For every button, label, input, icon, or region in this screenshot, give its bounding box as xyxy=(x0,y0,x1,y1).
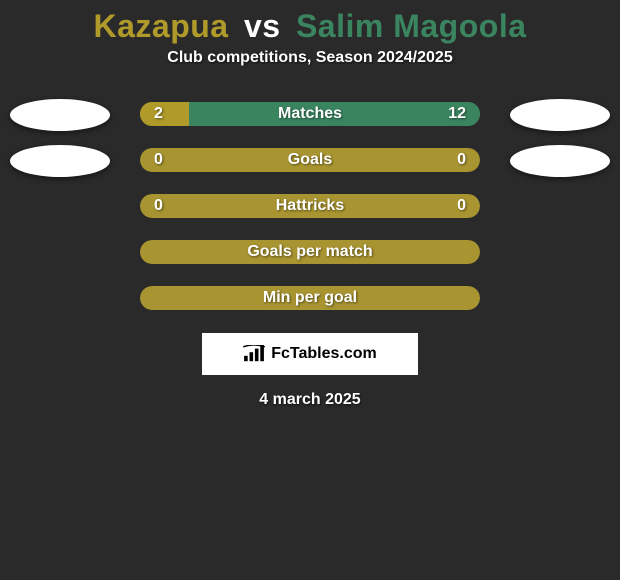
stat-bar: Min per goal xyxy=(140,286,480,310)
stat-label: Hattricks xyxy=(140,194,480,218)
bar-chart-icon xyxy=(243,345,265,363)
subtitle: Club competitions, Season 2024/2025 xyxy=(0,49,620,91)
player-right-avatar xyxy=(510,99,610,131)
player-left-avatar xyxy=(10,145,110,177)
stat-row: 00Goals xyxy=(0,137,620,183)
stats-area: 212Matches 00Goals 00Hattricks Goals per ma… xyxy=(0,91,620,321)
vs-separator: vs xyxy=(244,8,281,44)
player-left-avatar xyxy=(10,99,110,131)
comparison-card: Kazapua vs Salim Magoola Club competitio… xyxy=(0,0,620,580)
stat-bar: 212Matches xyxy=(140,102,480,126)
logo-text: FcTables.com xyxy=(271,345,377,363)
page-title: Kazapua vs Salim Magoola xyxy=(0,0,620,49)
stat-row: 00Hattricks xyxy=(0,183,620,229)
stat-bar: 00Hattricks xyxy=(140,194,480,218)
stat-row: Min per goal xyxy=(0,275,620,321)
stat-label: Goals per match xyxy=(140,240,480,264)
stat-label: Matches xyxy=(140,102,480,126)
stat-label: Min per goal xyxy=(140,286,480,310)
player-right-avatar xyxy=(510,145,610,177)
player-left-name: Kazapua xyxy=(93,8,228,44)
stat-bar: 00Goals xyxy=(140,148,480,172)
stat-row: Goals per match xyxy=(0,229,620,275)
stat-row: 212Matches xyxy=(0,91,620,137)
stat-label: Goals xyxy=(140,148,480,172)
source-logo: FcTables.com xyxy=(202,333,418,375)
player-right-name: Salim Magoola xyxy=(296,8,527,44)
date-text: 4 march 2025 xyxy=(0,391,620,409)
stat-bar: Goals per match xyxy=(140,240,480,264)
